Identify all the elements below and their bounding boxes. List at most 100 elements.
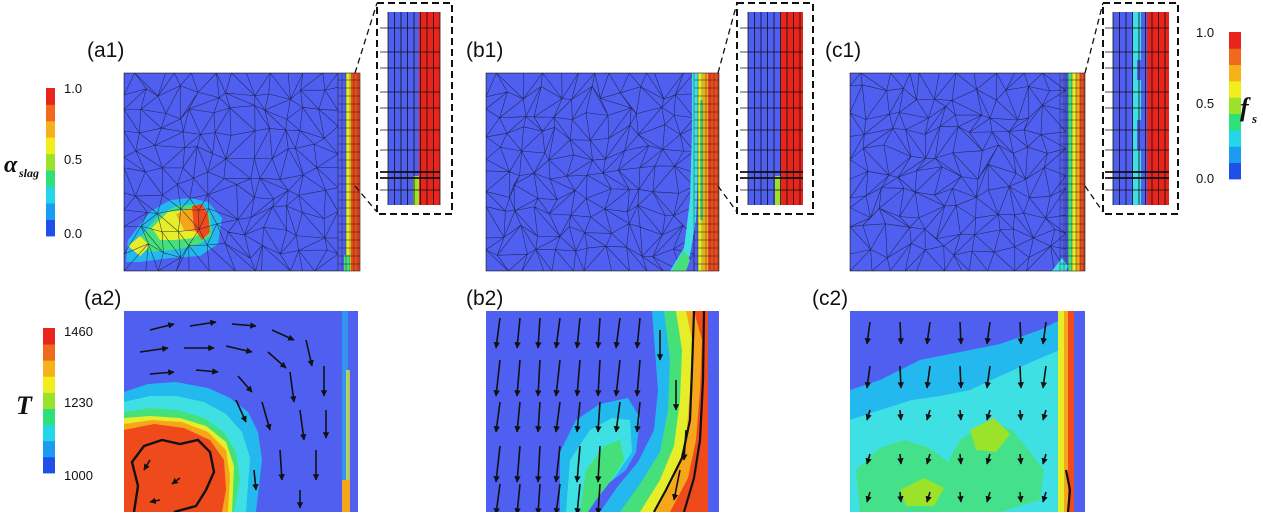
velocity-arrow <box>984 365 991 389</box>
velocity-arrow <box>864 321 871 345</box>
velocity-arrow <box>1041 409 1048 421</box>
colorbar-segment <box>1229 64 1241 82</box>
colorbar-segment <box>43 328 55 345</box>
panel-a1-frame <box>123 72 361 272</box>
velocity-arrow <box>139 345 169 353</box>
colorbar-segment <box>43 392 55 409</box>
panel-c1-mesh <box>850 73 1085 271</box>
velocity-arrow <box>514 483 521 512</box>
velocity-arrow <box>595 359 602 397</box>
velocity-arrow <box>634 359 641 397</box>
zoom-inset-b1 <box>717 2 814 215</box>
velocity-arrow <box>985 491 992 503</box>
colorbar-segment <box>1229 113 1241 131</box>
velocity-arrow <box>553 445 561 483</box>
fs-symbol: f <box>1240 93 1251 122</box>
panel-label-b1: (b1) <box>466 39 503 62</box>
velocity-arrow <box>535 401 542 433</box>
velocity-arrow <box>897 453 904 465</box>
velocity-arrow <box>864 365 871 389</box>
velocity-arrow <box>957 409 964 421</box>
colorbar-segment <box>46 186 55 204</box>
fs-tick-max: 1.0 <box>1196 25 1214 40</box>
velocity-arrow <box>1041 453 1048 465</box>
velocity-arrow <box>493 401 501 433</box>
velocity-arrow <box>231 322 257 329</box>
colorbar-segment <box>1229 48 1241 66</box>
colorbar-segment <box>43 456 55 474</box>
colorbar-segment <box>43 408 55 426</box>
velocity-arrow <box>237 375 253 393</box>
velocity-arrow <box>1017 409 1024 421</box>
velocity-arrow <box>957 453 964 465</box>
colorbar-segment <box>1229 130 1241 147</box>
velocity-arrow <box>553 359 561 397</box>
panel-a2-temperature <box>124 311 358 512</box>
velocity-arrow <box>252 469 259 491</box>
velocity-arrow <box>535 359 542 397</box>
colorbar-segment <box>43 376 55 393</box>
colorbar-segment <box>46 104 55 122</box>
alpha-tick-max: 1.0 <box>64 81 82 96</box>
velocity-arrow <box>985 409 992 421</box>
panel-label-b2: (b2) <box>466 287 503 310</box>
velocity-arrow <box>535 317 542 349</box>
velocity-arrow <box>493 317 501 349</box>
velocity-arrow <box>924 365 931 389</box>
panel-c1-frame <box>849 72 1086 272</box>
velocity-arrow <box>225 345 253 354</box>
panel-label-a1: (a1) <box>87 39 124 62</box>
velocity-arrow <box>514 317 521 349</box>
panel-label-c2: (c2) <box>812 287 848 310</box>
velocity-arrow <box>235 399 247 423</box>
zoom-inset-a1 <box>354 2 453 215</box>
velocity-arrows-c2 <box>864 321 1048 503</box>
velocity-arrow <box>1017 453 1024 465</box>
velocity-arrow <box>195 368 219 375</box>
velocity-arrow <box>595 445 602 483</box>
fs-tick-mid: 0.5 <box>1196 96 1214 111</box>
velocity-arrow <box>553 483 561 512</box>
colorbar-segment <box>46 153 55 171</box>
velocity-arrow <box>613 401 621 433</box>
velocity-arrow <box>897 321 904 345</box>
mesh-edges <box>850 73 1067 271</box>
velocity-arrow <box>957 491 964 503</box>
colorbar-segment <box>1229 81 1241 98</box>
colorbar-segment <box>46 219 55 237</box>
velocity-arrow <box>149 497 161 505</box>
velocity-arrow <box>261 401 272 431</box>
colorbar-alpha-slag: 1.0 0.5 0.0 α slag <box>4 81 82 241</box>
colorbar-segment <box>46 170 55 188</box>
velocity-arrow <box>493 483 501 512</box>
mesh-edges <box>486 73 695 271</box>
alpha-tick-mid: 0.5 <box>64 152 82 167</box>
boundary-grid <box>337 73 360 271</box>
boundary-layer-a1 <box>338 73 360 271</box>
velocity-arrow <box>574 401 581 433</box>
velocity-arrow <box>574 359 581 397</box>
velocity-arrow <box>535 445 542 483</box>
velocity-arrow <box>189 319 217 327</box>
velocity-arrow <box>553 401 561 433</box>
T-tick-mid: 1230 <box>64 395 93 410</box>
velocity-arrow <box>957 321 964 345</box>
velocity-arrow <box>574 483 581 512</box>
velocity-arrow <box>553 317 561 349</box>
velocity-arrow <box>514 401 521 433</box>
panel-c2-temperature <box>850 311 1085 512</box>
velocity-arrow <box>149 322 175 331</box>
velocity-arrow <box>613 317 621 349</box>
velocity-arrow <box>535 483 542 512</box>
T-tick-min: 1000 <box>64 468 93 483</box>
colorbar-segment <box>1229 32 1241 49</box>
velocity-arrow <box>957 365 964 389</box>
velocity-arrow <box>897 365 904 389</box>
colorbar-segment <box>43 424 55 442</box>
panel-label-c1: (c1) <box>825 39 861 62</box>
velocity-arrow <box>1017 365 1024 389</box>
velocity-arrow <box>924 321 931 345</box>
velocity-arrow <box>634 401 641 433</box>
mesh-lines-b1 <box>486 73 695 271</box>
colorbar-temperature: 1460 1230 1000 T <box>16 324 93 483</box>
